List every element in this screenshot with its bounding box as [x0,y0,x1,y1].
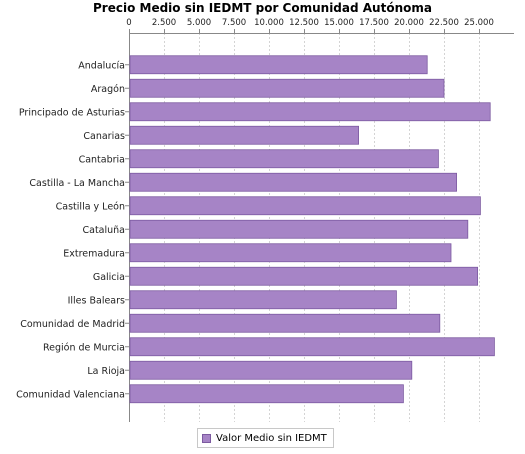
x-tick-label: 0 [126,18,131,28]
bar [129,172,458,192]
bar [129,243,452,263]
x-tick-label: 15.000 [324,18,354,28]
category-label: Castilla y León [56,201,125,212]
bar [129,102,491,122]
category-label: Canarias [83,131,125,142]
x-tick-label: 12.500 [289,18,319,28]
bar [129,196,481,216]
legend-label: Valor Medio sin IEDMT [216,432,327,444]
category-label: Illes Balears [68,295,125,306]
x-tick-label: 25.000 [464,18,494,28]
bar [129,360,413,380]
category-label: Cataluña [82,225,125,236]
category-label: Comunidad de Madrid [20,319,125,330]
bar [129,384,404,404]
category-label: Cantabria [79,154,125,165]
category-label: Castilla - La Mancha [29,178,125,189]
category-label: Comunidad Valenciana [16,389,125,400]
legend: Valor Medio sin IEDMT [197,428,334,448]
category-label: Aragón [91,84,125,95]
category-label: Región de Murcia [43,342,125,353]
bar [129,337,495,357]
bar [129,266,479,286]
x-tick-label: 17.500 [359,18,389,28]
x-tick-label: 7.500 [222,18,246,28]
legend-swatch [202,433,211,443]
bar [129,149,439,169]
bar [129,125,360,145]
bar [129,290,397,310]
category-label: Extremadura [63,248,125,259]
chart-title: Precio Medio sin IEDMT por Comunidad Aut… [93,1,432,15]
category-label: Andalucía [78,60,125,71]
x-tick-label: 2.500 [152,18,176,28]
x-tick-label: 20.000 [394,18,424,28]
category-label: La Rioja [87,366,125,377]
category-label: Principado de Asturias [19,107,125,118]
x-tick-label: 5.000 [187,18,211,28]
category-label: Galicia [93,272,125,283]
bar [129,78,445,98]
bar [129,313,441,333]
x-tick-label: 10.000 [254,18,284,28]
bar [129,219,469,239]
bar [129,55,428,75]
x-tick-label: 22.500 [429,18,459,28]
